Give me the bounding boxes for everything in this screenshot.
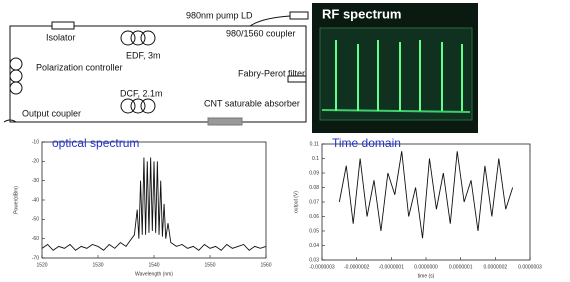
x-tick-label: -0.0000001	[379, 264, 405, 270]
y-tick-label: 0.07	[309, 199, 319, 205]
chart-title: optical spectrum	[52, 136, 139, 150]
y-tick-label: 0.11	[310, 141, 320, 147]
y-tick-label: -30	[32, 178, 39, 184]
y-tick-label: 0.05	[309, 228, 319, 234]
label-isolator: Isolator	[46, 32, 76, 42]
pc-loop	[9, 69, 23, 83]
cnt-absorber	[207, 117, 243, 126]
chart-title: Time domain	[332, 136, 401, 150]
label-cnt: CNT saturable absorber	[204, 98, 300, 108]
x-tick-label: 0.0000000	[414, 264, 438, 270]
label-pump: 980nm pump LD	[186, 10, 253, 20]
label-polarization: Polarization controller	[36, 62, 123, 72]
x-tick-label: 1520	[36, 262, 47, 268]
x-tick-label: 0.0000001	[449, 264, 473, 270]
dcf-coil	[140, 98, 156, 114]
plot-frame	[41, 141, 267, 259]
x-tick-label: 1530	[92, 262, 103, 268]
pump-fiber	[249, 15, 291, 27]
x-tick-label: 0.0000003	[518, 264, 542, 270]
edf-coil	[140, 30, 156, 46]
y-tick-label: -50	[32, 217, 39, 223]
y-tick-label: 0.03	[309, 257, 319, 263]
rf-trace	[321, 109, 471, 113]
y-tick-label: 0.06	[309, 214, 319, 220]
y-tick-label: -40	[32, 197, 39, 203]
dcf-coil	[130, 98, 146, 114]
data-line	[41, 157, 267, 251]
x-tick-label: 1560	[260, 262, 271, 268]
data-line	[338, 151, 514, 239]
rf-title: RF spectrum	[322, 6, 401, 21]
x-tick-label: 1550	[204, 262, 215, 268]
rf-photo	[312, 3, 478, 133]
laser-diagram	[3, 11, 309, 126]
y-tick-label: -70	[32, 255, 39, 261]
x-axis-label: time (s)	[418, 273, 435, 279]
x-axis-label: Wavelength (nm)	[135, 271, 173, 277]
y-tick-label: 0.1	[312, 156, 319, 162]
fp-filter	[287, 75, 307, 83]
y-tick-label: -10	[32, 139, 39, 145]
y-tick-label: 0.09	[309, 170, 319, 176]
x-tick-label: -0.0000002	[344, 264, 370, 270]
label-filter: Fabry-Perot filter	[238, 68, 305, 78]
x-tick-label: -0.0000003	[309, 264, 335, 270]
isolator-box	[51, 21, 75, 30]
label-dcf: DCF, 2.1m	[120, 88, 163, 98]
rf-display	[319, 27, 473, 121]
y-tick-label: -60	[32, 236, 39, 242]
output-tap	[3, 119, 17, 123]
pump-ld	[289, 11, 309, 20]
edf-coil	[130, 30, 146, 46]
label-edf: EDF, 3m	[126, 50, 161, 60]
y-axis-label: Power(dBm)	[13, 186, 19, 214]
rf-lines	[335, 40, 463, 111]
label-output: Output coupler	[22, 108, 81, 118]
x-tick-label: 1540	[148, 262, 159, 268]
pc-loop	[9, 57, 23, 71]
label-coupler: 980/1560 coupler	[226, 28, 296, 38]
y-tick-label: 0.08	[309, 185, 319, 191]
y-tick-label: -20	[32, 159, 39, 165]
x-tick-label: 0.0000002	[484, 264, 508, 270]
y-tick-label: 0.04	[309, 243, 319, 249]
y-axis-label: output (V)	[293, 191, 299, 213]
pc-loop	[9, 81, 23, 95]
